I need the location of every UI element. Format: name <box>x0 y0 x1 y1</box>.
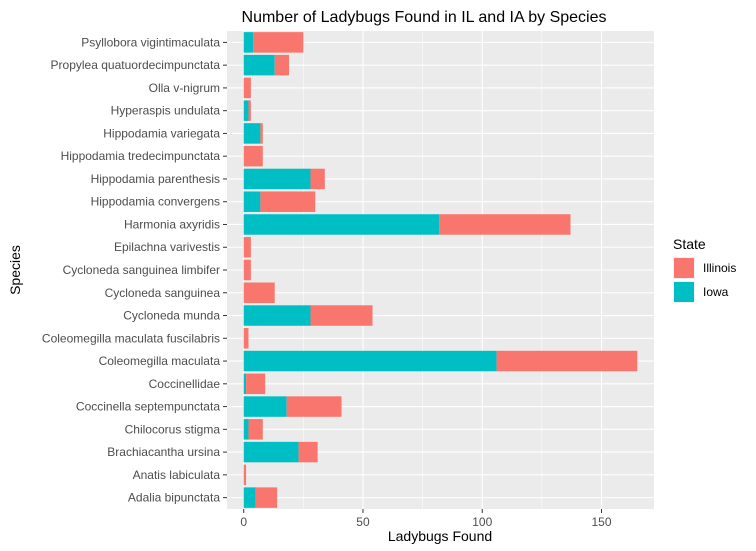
bar-iowa <box>243 487 256 508</box>
bar-iowa <box>243 305 311 326</box>
bar-iowa <box>243 419 249 440</box>
y-tick-label: Cycloneda sanguinea limbifer <box>63 263 220 277</box>
bar-illinois <box>243 145 263 167</box>
bar-iowa <box>243 191 261 212</box>
legend-label-illinois: Illinois <box>703 261 736 275</box>
bar-illinois <box>243 282 275 304</box>
bar-illinois <box>243 328 249 349</box>
bar-illinois <box>439 214 571 235</box>
bar-illinois <box>248 100 251 121</box>
bar-illinois <box>260 191 316 212</box>
legend-label-iowa: Iowa <box>703 285 729 299</box>
bar-iowa <box>243 350 497 372</box>
y-tick-label: Propylea quatuordecimpunctata <box>51 58 221 72</box>
y-tick-labels: Psyllobora vigintimaculata Propylea quatu… <box>42 35 227 505</box>
y-axis-title: Species <box>7 245 23 295</box>
bars <box>243 32 638 508</box>
y-tick-label: Psyllobora vigintimaculata <box>81 35 220 49</box>
bar-illinois <box>243 464 247 486</box>
bar-illinois <box>496 350 638 372</box>
y-tick-label: Brachiacantha ursina <box>107 445 220 459</box>
x-tick-label: 150 <box>592 515 612 529</box>
bar-illinois <box>255 487 278 508</box>
bar-illinois <box>286 396 342 417</box>
bar-iowa <box>243 214 440 235</box>
y-tick-label: Coccinella septempunctata <box>76 400 220 414</box>
legend: State Illinois Iowa <box>673 236 736 303</box>
bar-illinois <box>298 441 318 463</box>
bar-illinois <box>274 54 290 76</box>
chart-title: Number of Ladybugs Found in IL and IA by… <box>242 9 607 26</box>
y-tick-label: Hippodamia convergens <box>91 195 220 209</box>
bar-iowa <box>243 32 254 53</box>
bar-iowa <box>243 396 287 417</box>
y-tick-label: Epilachna varivestis <box>114 240 220 254</box>
bar-illinois <box>310 168 325 190</box>
bar-illinois <box>260 123 263 144</box>
y-tick-label: Hippodamia variegata <box>103 126 220 140</box>
y-tick-label: Coleomegilla maculata fuscilabris <box>42 331 220 345</box>
legend-swatch-iowa <box>674 282 694 302</box>
bar-illinois <box>243 77 251 99</box>
bar-illinois <box>243 236 251 258</box>
x-tick-label: 100 <box>472 515 492 529</box>
y-tick-label: Anatis labiculata <box>133 468 221 482</box>
y-tick-label: Hippodamia tredecimpunctata <box>61 149 221 163</box>
bar-illinois <box>248 419 263 440</box>
y-tick-label: Chilocorus stigma <box>125 422 221 436</box>
y-tick-label: Coccinellidae <box>149 377 221 391</box>
bar-iowa <box>243 373 247 395</box>
y-tick-label: Hyperaspis undulata <box>111 104 221 118</box>
y-tick-label: Olla v-nigrum <box>149 81 220 95</box>
legend-title: State <box>673 236 706 252</box>
legend-swatch-illinois <box>674 258 694 278</box>
x-tick-label: 50 <box>356 515 370 529</box>
y-tick-label: Cycloneda sanguinea <box>105 286 221 300</box>
x-axis-title: Ladybugs Found <box>388 528 492 544</box>
bar-iowa <box>243 168 311 190</box>
y-tick-label: Coleomegilla maculata <box>99 354 221 368</box>
y-tick-label: Adalia bipunctata <box>128 491 220 505</box>
bar-illinois <box>243 259 251 281</box>
bar-iowa <box>243 441 299 463</box>
x-tick-labels: 0 50 100 150 <box>240 509 612 529</box>
bar-iowa <box>243 123 261 144</box>
bar-illinois <box>253 32 304 53</box>
y-tick-label: Harmonia axyridis <box>124 217 220 231</box>
x-tick-label: 0 <box>240 515 247 529</box>
y-tick-label: Hippodamia parenthesis <box>91 172 220 186</box>
bar-illinois <box>310 305 373 326</box>
bar-iowa <box>243 54 275 76</box>
bar-illinois <box>246 373 266 395</box>
bar-iowa <box>243 100 249 121</box>
y-tick-label: Cycloneda munda <box>123 309 220 323</box>
